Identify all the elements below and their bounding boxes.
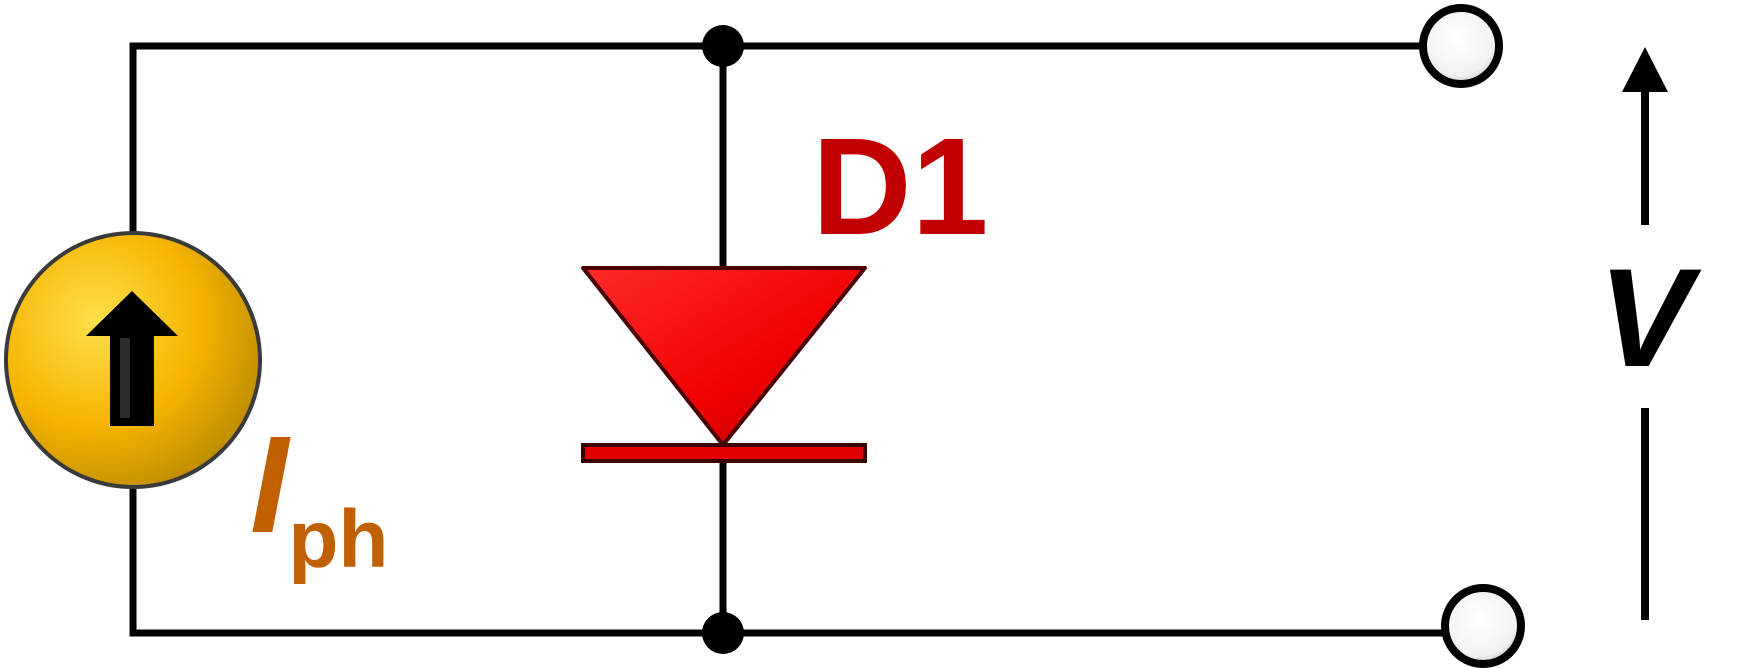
diode-label: D1	[812, 110, 988, 264]
source-label: Iph	[250, 408, 389, 585]
current-source	[4, 231, 262, 489]
diode-d1	[581, 266, 867, 463]
source-label-main: I	[250, 408, 291, 562]
source-label-sub: ph	[288, 494, 388, 585]
up-arrow-icon	[86, 291, 178, 426]
bottom-terminal	[1441, 584, 1525, 668]
voltage-label: V	[1598, 239, 1702, 396]
up-arrow-icon	[1622, 47, 1668, 225]
bottom-junction-dot	[702, 612, 744, 654]
top-junction-dot	[702, 25, 744, 67]
wires	[129, 42, 1444, 637]
voltage-line-lower	[1641, 408, 1649, 620]
diode-cathode-bar	[581, 443, 867, 463]
diode-triangle	[581, 266, 867, 447]
top-terminal	[1419, 4, 1503, 88]
voltage-indicator	[1622, 47, 1668, 620]
